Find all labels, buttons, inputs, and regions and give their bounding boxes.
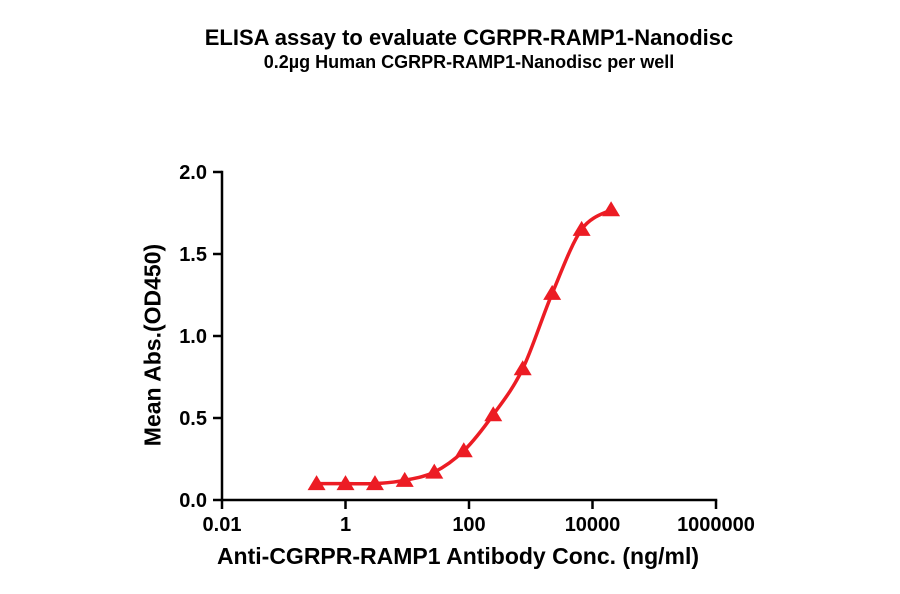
chart-subtitle: 0.2µg Human CGRPR-RAMP1-Nanodisc per wel… [263,52,675,72]
y-tick-label: 1.5 [179,244,207,266]
y-tick-label: 2.0 [179,162,207,184]
y-tick-label: 0.0 [179,490,207,512]
data-point-marker [336,475,355,491]
x-tick-label: 10000 [565,514,621,536]
x-tick-label: 100 [452,514,485,536]
data-point-marker [425,463,444,479]
data-point-marker [454,442,473,458]
x-tick-label: 0.01 [203,514,242,536]
data-point-marker [602,201,621,217]
x-tick-label: 1 [340,514,351,536]
axis-lines [220,170,718,502]
y-tick-label: 1.0 [179,326,207,348]
data-point-marker [543,284,562,300]
data-point-marker [513,360,532,376]
y-tick-label: 0.5 [179,408,207,430]
x-tick-label: 1000000 [677,514,755,536]
data-point-marker [365,475,384,491]
data-point-marker [484,406,503,422]
data-point-marker [307,475,326,491]
data-point-marker [572,220,591,236]
data-point-marker [395,471,414,487]
chart-title: ELISA assay to evaluate CGRPR-RAMP1-Nano… [204,25,734,50]
x-axis-label: Anti-CGRPR-RAMP1 Antibody Conc. (ng/ml) [216,543,700,569]
